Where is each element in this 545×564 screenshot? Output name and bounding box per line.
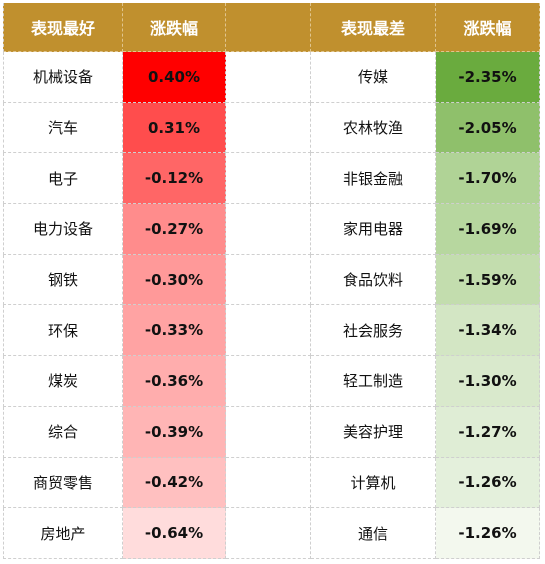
header-best-change: 涨跌幅 — [123, 3, 226, 52]
worst-sector-change: -1.69% — [436, 204, 540, 255]
best-sector-name: 综合 — [3, 406, 123, 458]
best-sector-name: 机械设备 — [3, 52, 123, 103]
best-sector-change: 0.40% — [123, 52, 226, 103]
row-spacer — [226, 457, 311, 509]
best-sector-name: 电子 — [3, 153, 123, 205]
best-sector-change: -0.33% — [123, 305, 226, 357]
worst-sector-change: -2.35% — [436, 52, 540, 103]
best-sector-name: 钢铁 — [3, 254, 123, 306]
worst-sector-change: -1.70% — [436, 153, 540, 205]
sector-performance-table: 表现最好 涨跌幅 表现最差 涨跌幅 机械设备 0.40% 传媒 -2.35% 汽车 0.3… — [3, 3, 540, 559]
row-spacer — [226, 356, 311, 407]
worst-sector-change: -1.59% — [436, 254, 540, 306]
header-spacer — [226, 3, 311, 52]
best-sector-name: 煤炭 — [3, 356, 123, 407]
best-sector-change: -0.36% — [123, 356, 226, 407]
header-worst-sector: 表现最差 — [311, 3, 436, 52]
row-spacer — [226, 204, 311, 255]
best-sector-change: -0.27% — [123, 204, 226, 255]
row-spacer — [226, 52, 311, 103]
best-sector-name: 环保 — [3, 305, 123, 357]
row-spacer — [226, 153, 311, 205]
row-spacer — [226, 305, 311, 357]
worst-sector-name: 传媒 — [311, 52, 436, 103]
best-sector-change: -0.12% — [123, 153, 226, 205]
worst-sector-name: 通信 — [311, 508, 436, 559]
row-spacer — [226, 102, 311, 154]
worst-sector-name: 家用电器 — [311, 204, 436, 255]
worst-sector-name: 美容护理 — [311, 406, 436, 458]
row-spacer — [226, 254, 311, 306]
worst-sector-name: 农林牧渔 — [311, 102, 436, 154]
best-sector-name: 汽车 — [3, 102, 123, 154]
worst-sector-change: -1.27% — [436, 406, 540, 458]
worst-sector-name: 计算机 — [311, 457, 436, 509]
worst-sector-name: 食品饮料 — [311, 254, 436, 306]
worst-sector-change: -1.34% — [436, 305, 540, 357]
best-sector-change: -0.42% — [123, 457, 226, 509]
worst-sector-name: 轻工制造 — [311, 356, 436, 407]
best-sector-change: 0.31% — [123, 102, 226, 154]
best-sector-name: 电力设备 — [3, 204, 123, 255]
header-worst-change: 涨跌幅 — [436, 3, 540, 52]
row-spacer — [226, 406, 311, 458]
best-sector-change: -0.30% — [123, 254, 226, 306]
best-sector-change: -0.39% — [123, 406, 226, 458]
best-sector-name: 房地产 — [3, 508, 123, 559]
row-spacer — [226, 508, 311, 559]
best-sector-change: -0.64% — [123, 508, 226, 559]
worst-sector-change: -2.05% — [436, 102, 540, 154]
worst-sector-change: -1.30% — [436, 356, 540, 407]
worst-sector-change: -1.26% — [436, 457, 540, 509]
best-sector-name: 商贸零售 — [3, 457, 123, 509]
header-best-sector: 表现最好 — [3, 3, 123, 52]
worst-sector-name: 社会服务 — [311, 305, 436, 357]
worst-sector-change: -1.26% — [436, 508, 540, 559]
worst-sector-name: 非银金融 — [311, 153, 436, 205]
